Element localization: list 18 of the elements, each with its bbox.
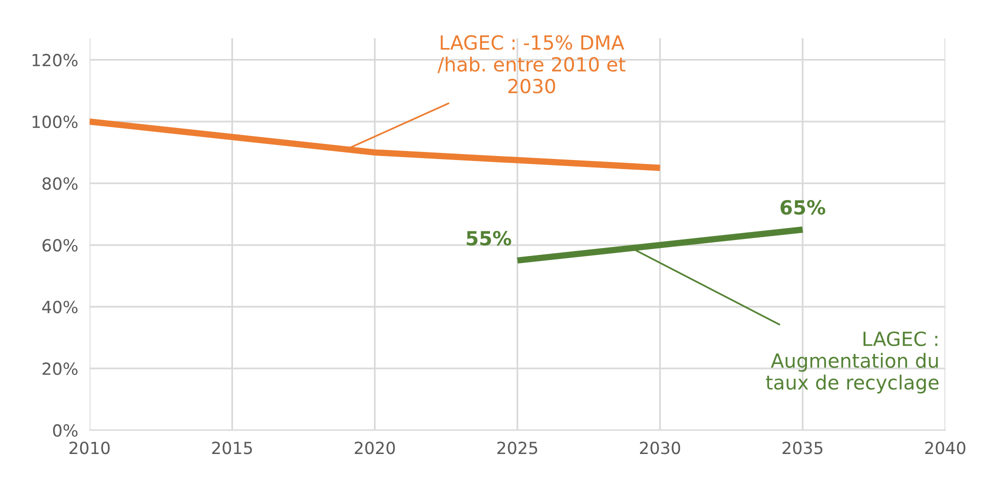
x-tick-label: 2040 xyxy=(925,442,966,454)
y-tick-label: 60% xyxy=(42,238,78,252)
data-label: 65% xyxy=(780,200,826,215)
x-tick-label: 2035 xyxy=(782,442,822,454)
y-tick-label: 80% xyxy=(42,177,78,190)
y-tick-label: 120% xyxy=(32,54,78,66)
y-tick-label: 20% xyxy=(42,362,78,376)
y-tick-label: 0% xyxy=(53,424,78,437)
annotation: LAGEC : Augmentation du taux de recyclage xyxy=(766,331,939,394)
y-tick-label: 100% xyxy=(32,116,78,128)
y-tick-label: 40% xyxy=(42,300,78,314)
x-tick-label: 2015 xyxy=(212,442,252,454)
x-tick-label: 2025 xyxy=(497,442,538,454)
x-tick-label: 2030 xyxy=(640,442,680,454)
x-tick-label: 2020 xyxy=(354,442,395,454)
annotation: LAGEC : -15% DMA /hab. entre 2010 et 2030 xyxy=(437,35,626,94)
x-tick-label: 2010 xyxy=(70,442,110,454)
data-label: 55% xyxy=(466,230,512,246)
